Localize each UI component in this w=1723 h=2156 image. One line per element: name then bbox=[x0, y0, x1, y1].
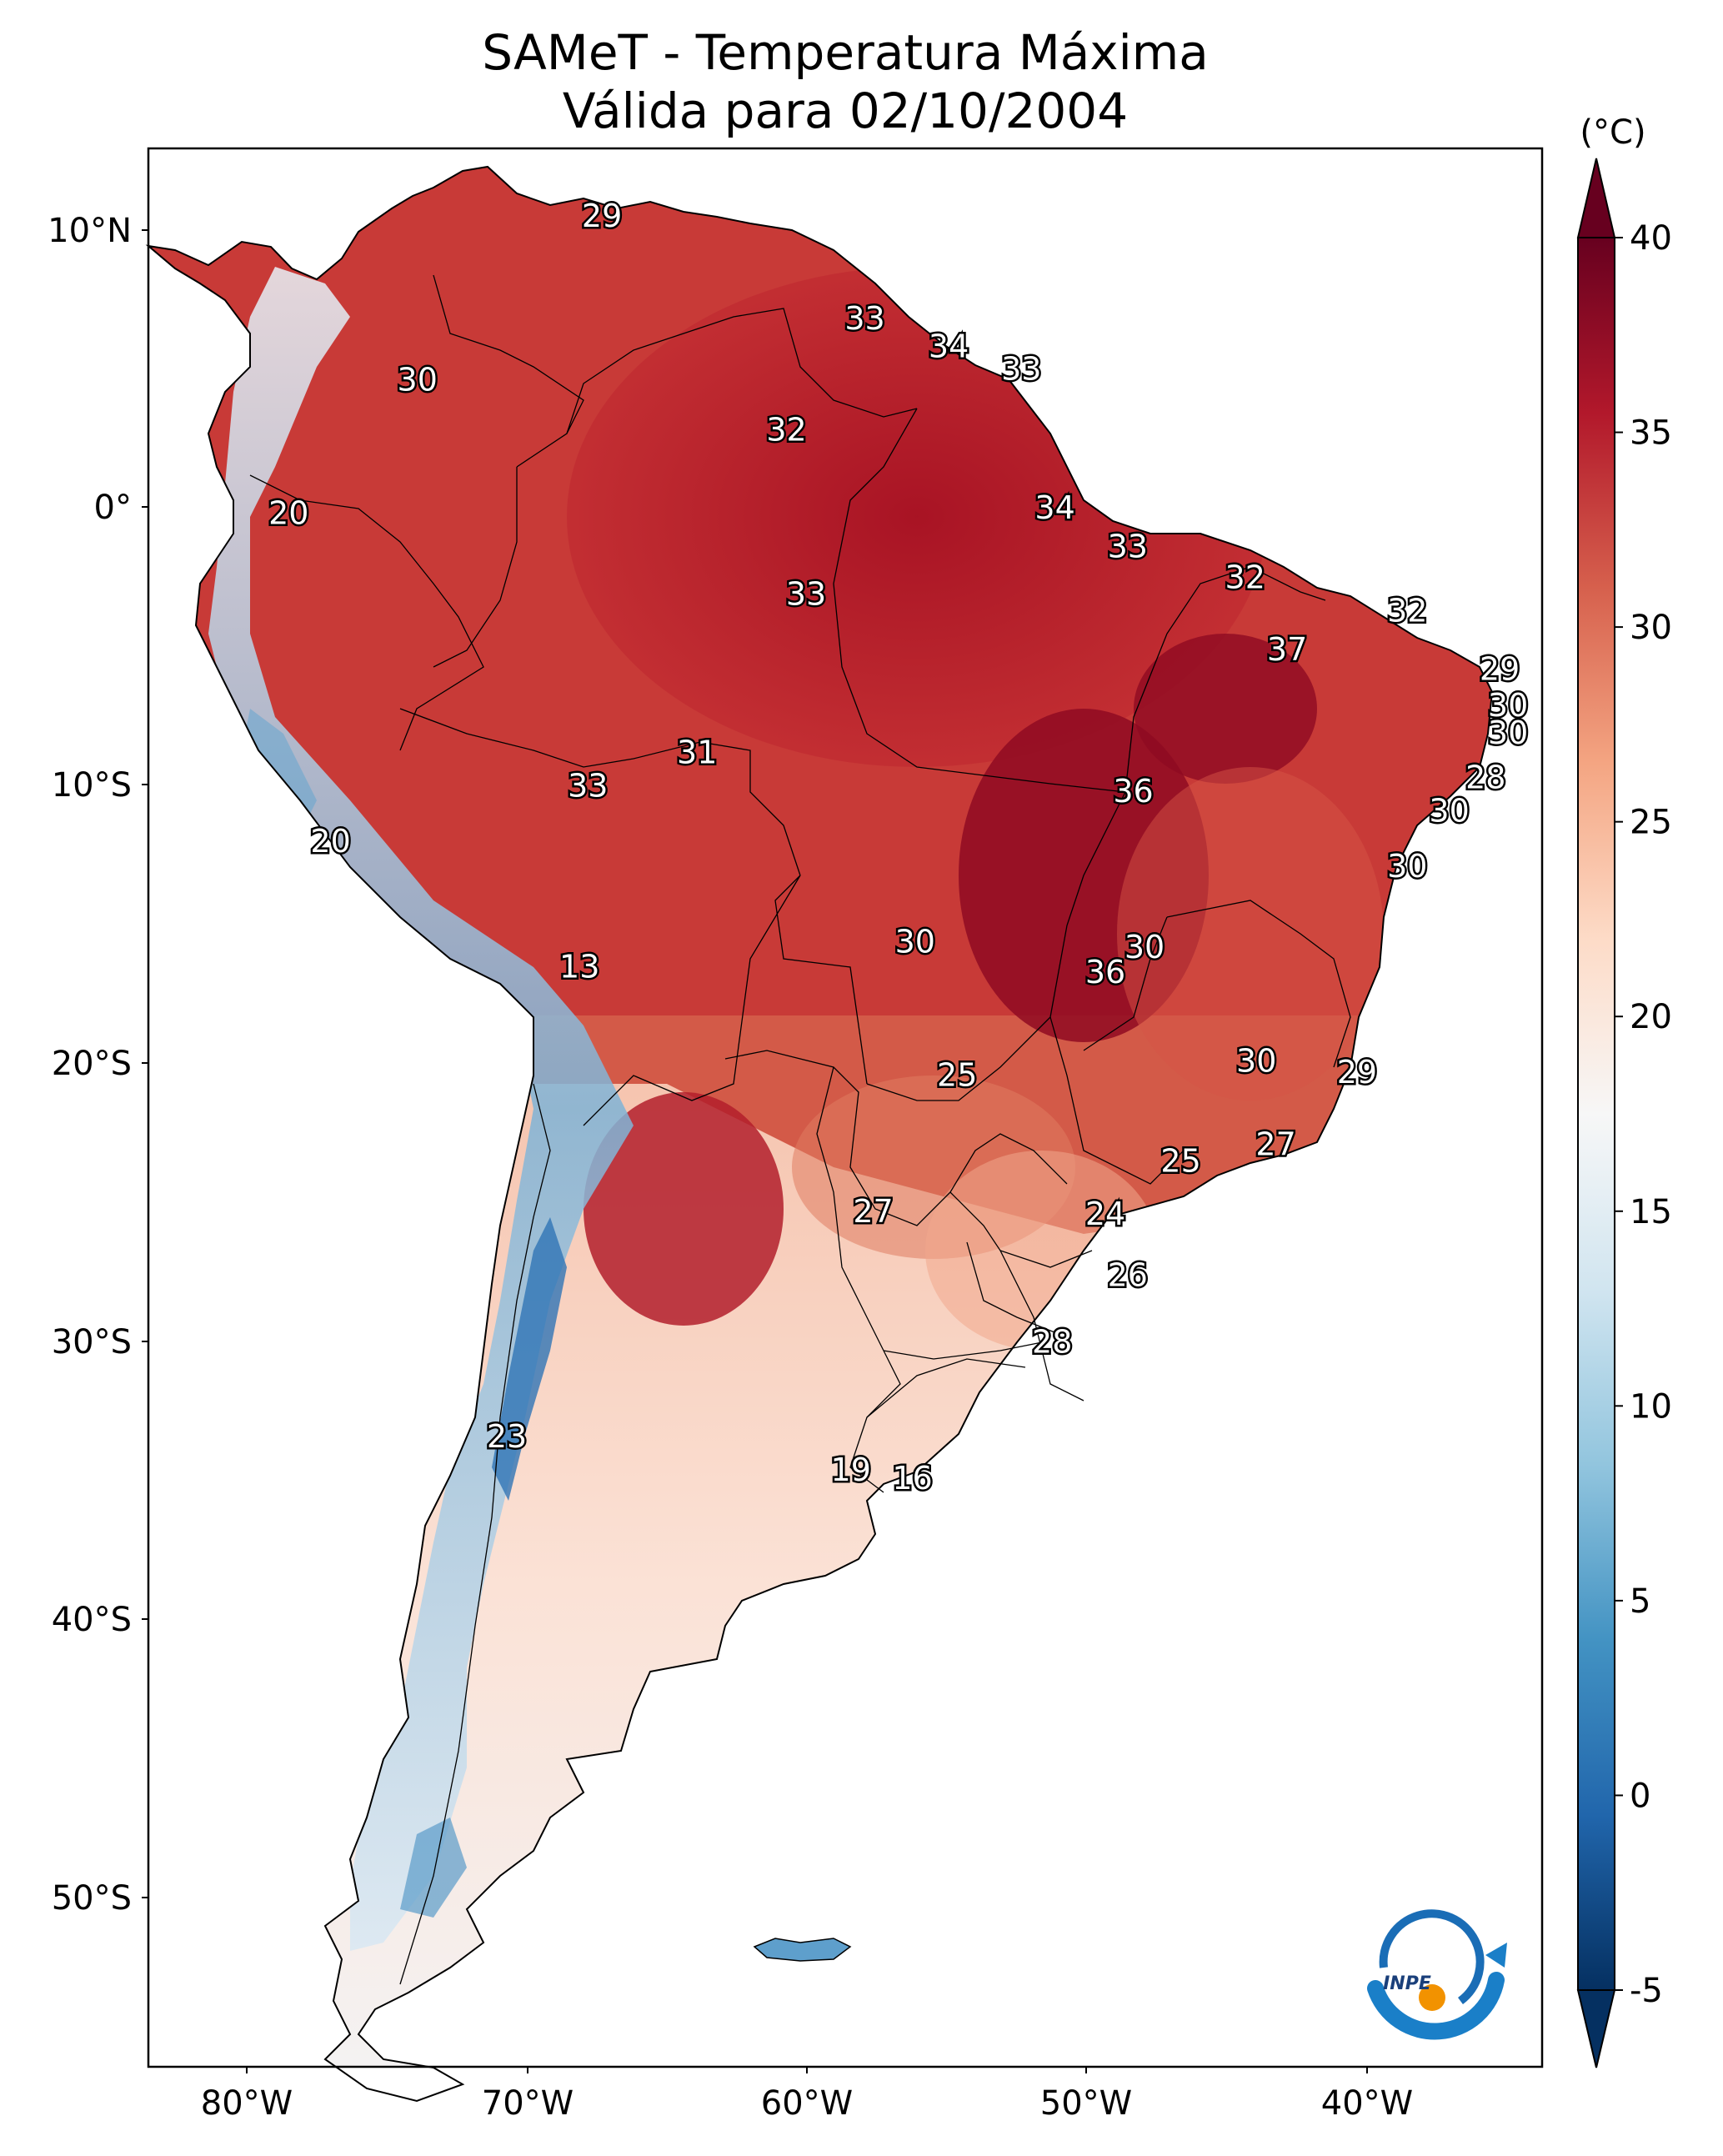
logo-sun-icon bbox=[1419, 1984, 1445, 2011]
colorbar-tick-label: 0 bbox=[1630, 1777, 1650, 1815]
station-label: 34 bbox=[929, 328, 969, 365]
station-label: 19 bbox=[831, 1452, 871, 1488]
lon-tick-60w: 60°W bbox=[761, 2084, 853, 2123]
colorbar-tick-label: 5 bbox=[1630, 1582, 1650, 1621]
colorbar-tick-label: 15 bbox=[1630, 1193, 1672, 1231]
political-borders bbox=[249, 274, 1351, 1985]
inpe-logo: INPE bbox=[1367, 1909, 1507, 2040]
lon-tick-70w: 70°W bbox=[482, 2084, 573, 2123]
station-label: 29 bbox=[582, 198, 622, 234]
station-label: 33 bbox=[568, 768, 608, 805]
station-label: 27 bbox=[1255, 1126, 1295, 1163]
logo-text: INPE bbox=[1383, 1973, 1431, 1994]
station-label: 32 bbox=[1225, 559, 1265, 595]
map-frame bbox=[147, 147, 1544, 2068]
falkland-islands bbox=[753, 1938, 852, 1962]
colorbar: (°C) 40 35 30 25 20 15 10 5 0 -5 bbox=[1576, 113, 1672, 2068]
colorbar-tick-label: 25 bbox=[1630, 804, 1672, 842]
colorbar-tick-label: 10 bbox=[1630, 1387, 1672, 1426]
station-label: 20 bbox=[310, 823, 350, 860]
colorbar-tick-label: 20 bbox=[1630, 998, 1672, 1036]
station-label: 36 bbox=[1113, 773, 1153, 810]
logo-arrow-icon bbox=[1485, 1943, 1507, 1968]
station-label: 33 bbox=[1001, 350, 1041, 387]
lon-tick-80w: 80°W bbox=[201, 2084, 293, 2123]
station-label: 30 bbox=[398, 362, 438, 399]
station-label: 32 bbox=[766, 412, 806, 449]
station-label: 33 bbox=[844, 300, 884, 337]
latitude-axis: 10°N 0° 10°S 20°S 30°S 40°S 50°S bbox=[48, 212, 148, 1918]
station-label: 29 bbox=[1480, 650, 1520, 687]
colorbar-tick-label: 30 bbox=[1630, 609, 1672, 647]
station-label: 36 bbox=[1085, 954, 1125, 990]
station-label: 25 bbox=[1160, 1143, 1200, 1180]
lat-tick-10n: 10°N bbox=[48, 212, 132, 250]
lat-tick-10s: 10°S bbox=[52, 766, 132, 805]
lon-tick-50w: 50°W bbox=[1040, 2084, 1132, 2123]
station-label: 28 bbox=[1032, 1324, 1072, 1361]
colorbar-ticks: 40 35 30 25 20 15 10 5 0 -5 bbox=[1615, 219, 1672, 2010]
logo-swoosh-icon bbox=[1379, 1909, 1485, 2005]
station-label: 28 bbox=[1465, 760, 1505, 796]
colorbar-bar bbox=[1577, 237, 1615, 1991]
station-label: 33 bbox=[786, 575, 826, 612]
lat-tick-40s: 40°S bbox=[52, 1601, 132, 1639]
station-label: 30 bbox=[1236, 1043, 1276, 1080]
station-label: 30 bbox=[1488, 687, 1528, 724]
station-label: 27 bbox=[853, 1193, 893, 1230]
station-label: 30 bbox=[1387, 848, 1427, 885]
colorbar-tick-label: 35 bbox=[1630, 414, 1672, 453]
title-line-1: SAMeT - Temperatura Máxima bbox=[482, 24, 1209, 81]
station-label: 29 bbox=[1337, 1054, 1377, 1091]
longitude-axis: 80°W 70°W 60°W 50°W 40°W bbox=[201, 2067, 1413, 2123]
station-label: 24 bbox=[1085, 1196, 1125, 1232]
lon-tick-40w: 40°W bbox=[1321, 2084, 1413, 2123]
station-label: 32 bbox=[1387, 592, 1427, 629]
station-label: 34 bbox=[1034, 489, 1074, 526]
station-label: 30 bbox=[895, 923, 935, 960]
station-label: 20 bbox=[268, 495, 308, 532]
colorbar-min-extend bbox=[1576, 1989, 1616, 2068]
lat-tick-50s: 50°S bbox=[52, 1879, 132, 1918]
station-label: 33 bbox=[1108, 529, 1148, 565]
station-label: 23 bbox=[487, 1418, 527, 1455]
colorbar-unit: (°C) bbox=[1580, 113, 1645, 152]
station-label: 37 bbox=[1267, 631, 1307, 668]
station-label: 30 bbox=[1124, 929, 1165, 965]
station-label: 16 bbox=[892, 1460, 932, 1497]
station-label: 31 bbox=[677, 735, 717, 771]
title-line-2: Válida para 02/10/2004 bbox=[562, 83, 1129, 139]
lat-tick-0: 0° bbox=[94, 489, 132, 527]
station-label: 13 bbox=[559, 948, 599, 985]
lat-tick-20s: 20°S bbox=[52, 1045, 132, 1083]
colorbar-max-extend bbox=[1576, 158, 1616, 238]
map-title: SAMeT - Temperatura Máxima Válida para 0… bbox=[148, 23, 1542, 140]
logo-arc-icon bbox=[1367, 1972, 1505, 2040]
station-label: 30 bbox=[1488, 714, 1528, 751]
station-label: 26 bbox=[1108, 1257, 1148, 1294]
station-label: 25 bbox=[937, 1056, 977, 1093]
colorbar-tick-label: 40 bbox=[1630, 219, 1672, 258]
lat-tick-30s: 30°S bbox=[52, 1323, 132, 1361]
station-label: 30 bbox=[1429, 793, 1469, 830]
colorbar-tick-label: -5 bbox=[1630, 1972, 1663, 2010]
